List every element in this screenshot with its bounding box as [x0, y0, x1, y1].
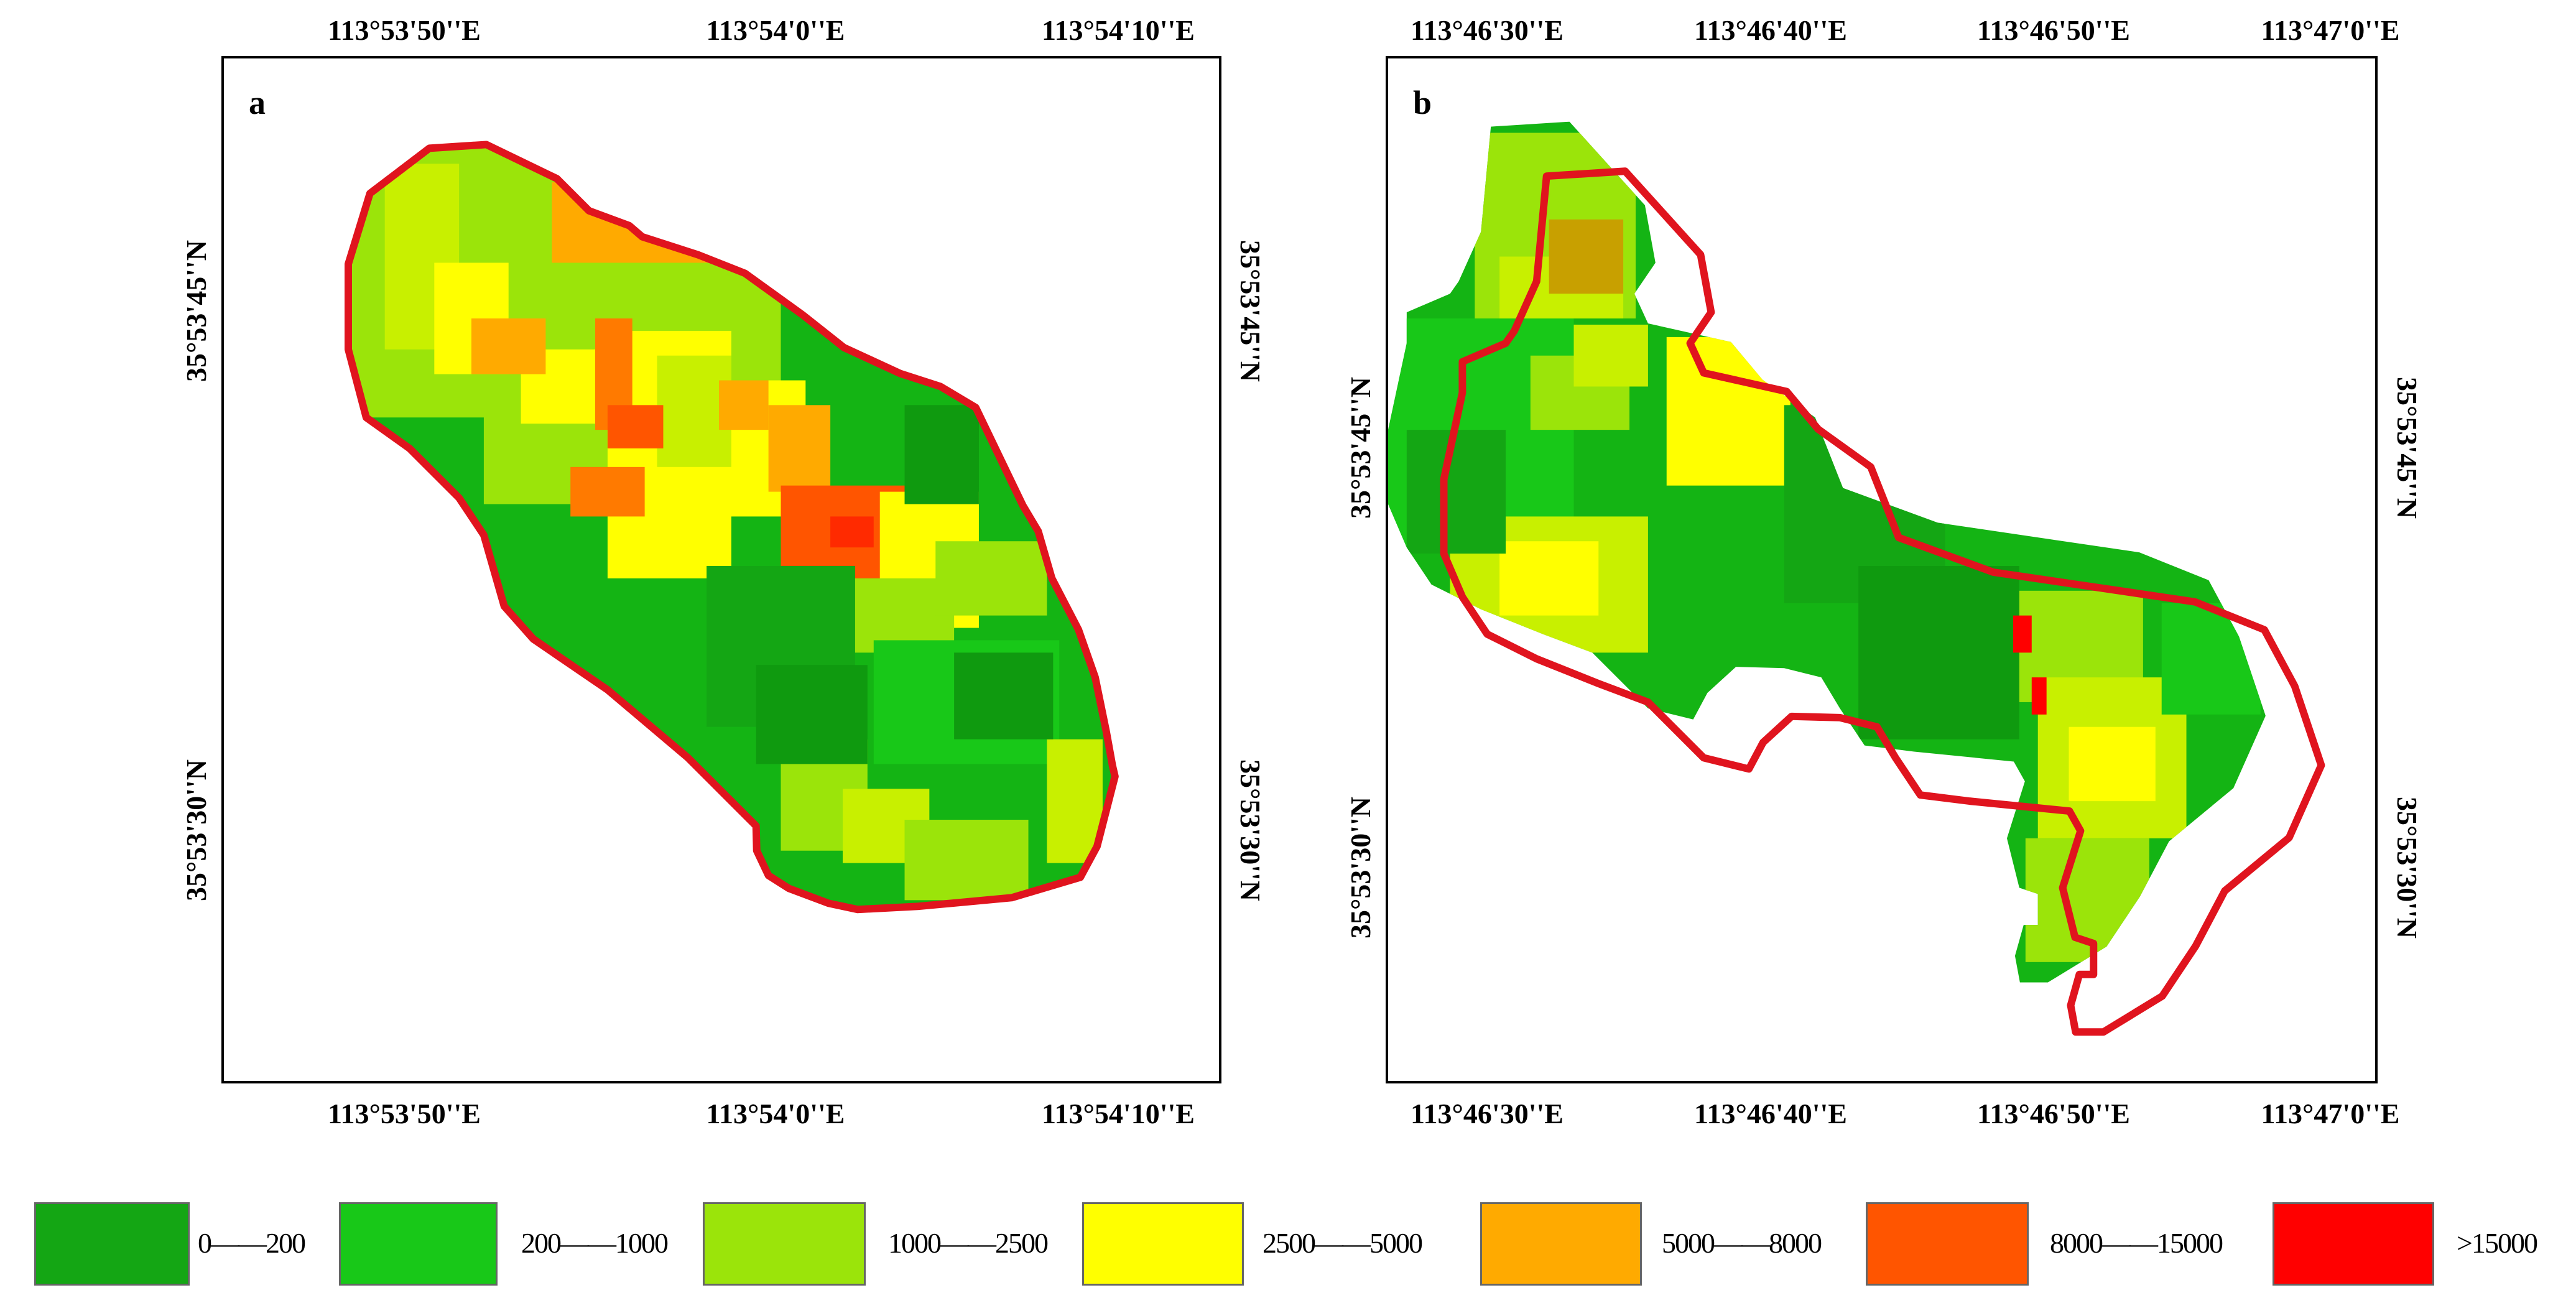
legend-swatch-0 [34, 1202, 190, 1286]
panel-b-label: b [1413, 84, 1432, 121]
panel-b-right-tick: 35°53'30''N [2391, 797, 2423, 939]
panel-b-top-tick: 113°46'30''E [1411, 14, 1564, 46]
legend-swatch-6 [2273, 1202, 2434, 1286]
panel-b-right-tick: 35°53'45''N [2391, 377, 2423, 519]
legend-swatch-5 [1866, 1202, 2029, 1286]
legend-label: 0——200 [198, 1227, 306, 1259]
legend-swatch-4 [1480, 1202, 1642, 1286]
legend-label: 1000——2500 [888, 1227, 1049, 1259]
panel-b-left-tick: 35°53'30''N [1345, 797, 1376, 939]
panel-b-bottom-tick: 113°46'50''E [1977, 1098, 2130, 1129]
map-b-raster [1388, 121, 2325, 1036]
panel-a-top-tick: 113°54'0''E [706, 14, 845, 46]
legend-label: 200——1000 [521, 1227, 669, 1259]
panel-a-bottom-tick: 113°54'10''E [1042, 1098, 1195, 1129]
legend-label: >15000 [2457, 1227, 2538, 1259]
legend-label: 2500——5000 [1263, 1227, 1423, 1259]
panel-b-bottom-tick: 113°46'30''E [1411, 1098, 1564, 1129]
panel-b-bottom-tick: 113°46'40''E [1694, 1098, 1847, 1129]
panel-b-top-tick: 113°46'50''E [1977, 14, 2130, 46]
map-a-raster [345, 141, 1119, 914]
legend-swatch-2 [703, 1202, 866, 1286]
panel-b-top-tick: 113°47'0''E [2261, 14, 2400, 46]
panel-a-top-tick: 113°53'50''E [328, 14, 481, 46]
panel-b-left-tick: 35°53'45''N [1345, 377, 1376, 519]
panel-a-left-tick: 35°53'45''N [180, 240, 212, 382]
panel-b-top-tick: 113°46'40''E [1694, 14, 1847, 46]
panel-a-bottom-tick: 113°53'50''E [328, 1098, 481, 1129]
panel-b-bottom-tick: 113°47'0''E [2261, 1098, 2400, 1129]
legend-label: 5000——8000 [1662, 1227, 1822, 1259]
legend-swatch-1 [339, 1202, 498, 1286]
legend-label: 8000——15000 [2050, 1227, 2223, 1259]
panel-a-top-tick: 113°54'10''E [1042, 14, 1195, 46]
panel-a-right-tick: 35°53'45''N [1235, 240, 1266, 382]
legend-swatch-3 [1082, 1202, 1244, 1286]
map-panel-a: a [221, 56, 1221, 1083]
map-panel-b: b [1386, 56, 2378, 1083]
panel-a-bottom-tick: 113°54'0''E [706, 1098, 845, 1129]
panel-a-left-tick: 35°53'30''N [180, 759, 212, 901]
panel-a-label: a [249, 84, 266, 121]
panel-a-right-tick: 35°53'30''N [1235, 759, 1266, 901]
